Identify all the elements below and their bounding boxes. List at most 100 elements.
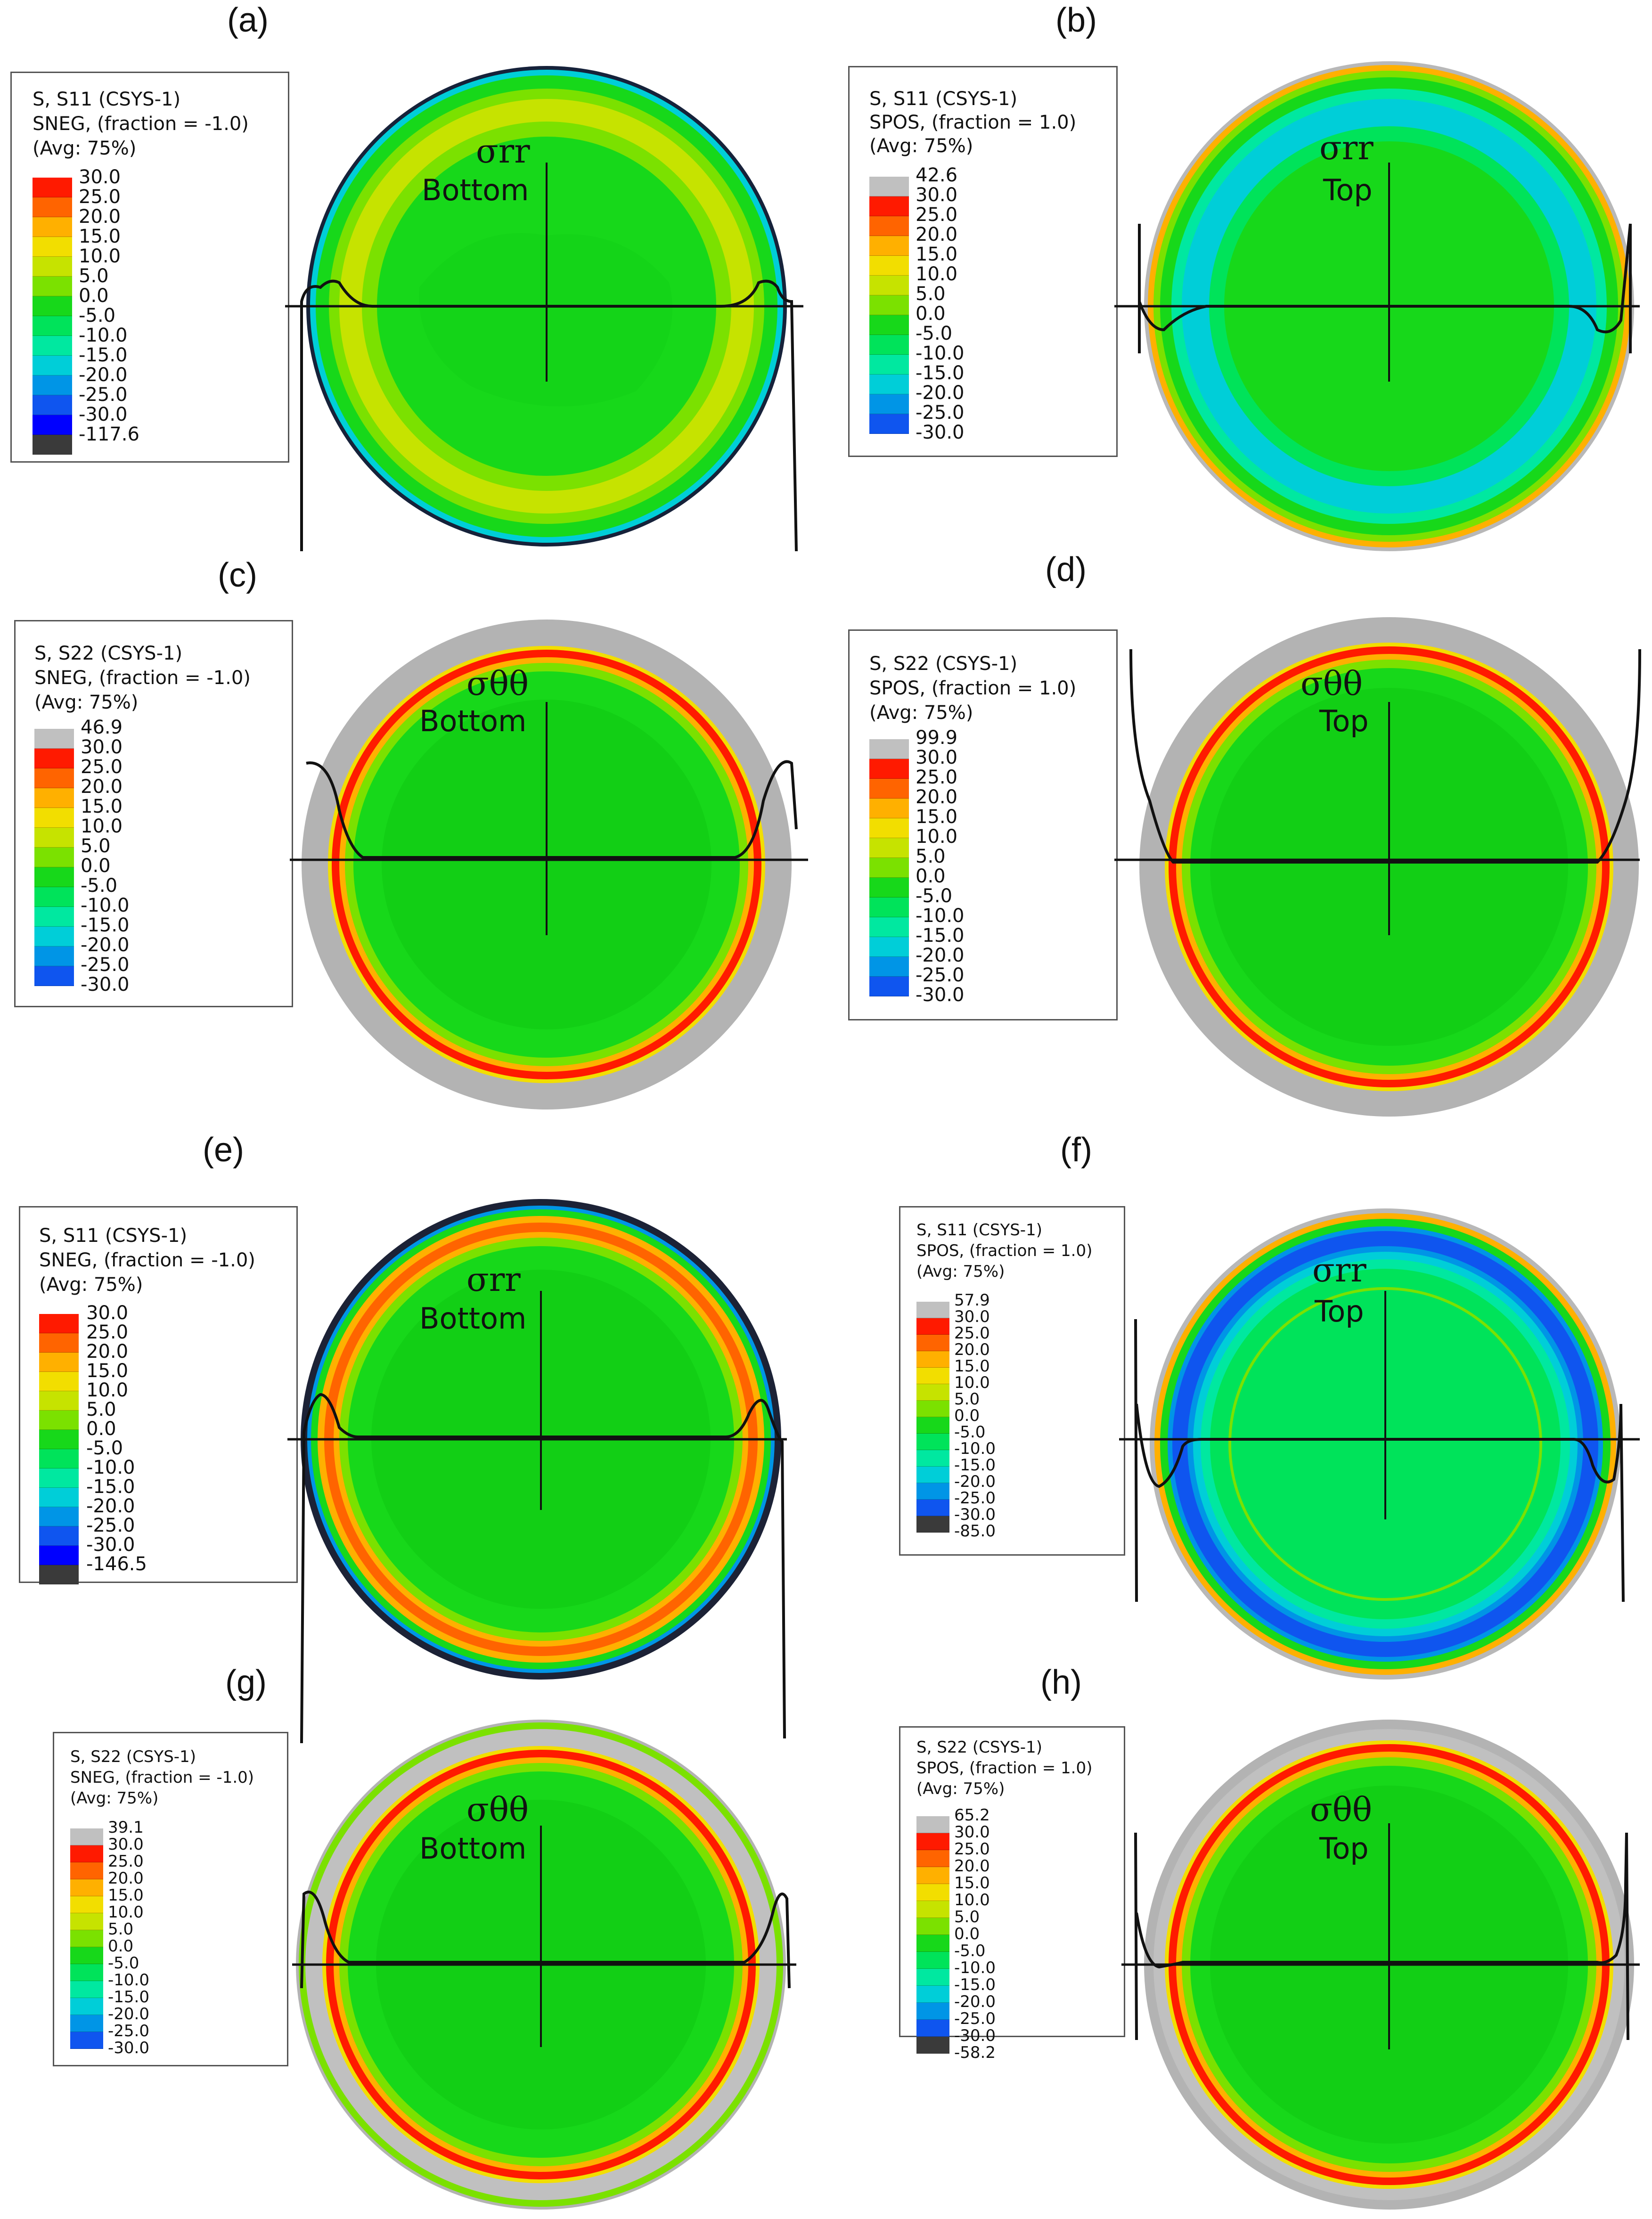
legend-value: 57.9: [954, 1291, 990, 1310]
legend-swatch: [869, 937, 909, 957]
legend-swatch: [39, 1314, 79, 1333]
legend-value: -5.0: [916, 323, 953, 344]
legend-value: -5.0: [79, 305, 116, 326]
legend-subtitle: SPOS, (fraction = 1.0): [869, 677, 1077, 699]
legend-swatch: [33, 435, 72, 455]
legend-value: -25.0: [86, 1515, 135, 1536]
legend-swatch: [916, 1417, 949, 1434]
legend-swatch: [39, 1353, 79, 1372]
legend-value: -20.0: [954, 1472, 996, 1491]
legend-value: 10.0: [954, 1891, 990, 1909]
legend-value: 99.9: [916, 727, 958, 749]
legend-value: 0.0: [954, 1406, 980, 1425]
legend-value: 10.0: [81, 816, 123, 837]
legend-swatch: [869, 236, 909, 256]
legend-swatch: [869, 878, 909, 897]
legend-value: -146.5: [86, 1553, 147, 1575]
legend-labels: 39.1 30.0 25.0 20.0 15.0 10.0 5.0 0.0 -5…: [108, 1819, 149, 2056]
legend-title: S, S22 (CSYS-1): [916, 1738, 1042, 1757]
legend-swatches: [869, 177, 909, 434]
legend-value: 5.0: [108, 1920, 134, 1939]
legend-swatch: [916, 1450, 949, 1467]
legend-value: -15.0: [954, 1456, 996, 1475]
legend-value: 10.0: [916, 826, 958, 848]
legend-swatch: [34, 946, 74, 966]
legend-swatches: [33, 178, 72, 455]
legend-swatch: [869, 394, 909, 414]
legend-value: -30.0: [86, 1534, 135, 1556]
panel-letter-d: (d): [1045, 551, 1087, 588]
legend-title: S, S11 (CSYS-1): [916, 1221, 1042, 1240]
legend-value: 0.0: [81, 855, 111, 877]
legend-value: 10.0: [86, 1379, 129, 1401]
legend-swatch: [916, 1969, 949, 1986]
legend-a: S, S11 (CSYS-1) SNEG, (fraction = -1.0) …: [10, 72, 289, 463]
legend-swatch: [869, 818, 909, 838]
legend-value: -10.0: [954, 1439, 996, 1458]
legend-averaging: (Avg: 75%): [869, 702, 973, 724]
legend-labels: 65.2 30.0 25.0 20.0 15.0 10.0 5.0 0.0 -5…: [954, 1807, 996, 2061]
legend-value: 30.0: [108, 1835, 144, 1854]
stress-annotation: σθθ: [1300, 664, 1363, 703]
legend-swatch: [869, 917, 909, 937]
legend-value: -10.0: [916, 905, 965, 927]
surface-label: Bottom: [422, 173, 529, 207]
legend-swatch: [916, 1384, 949, 1401]
legend-value: 0.0: [916, 865, 946, 887]
legend-swatch: [869, 759, 909, 779]
legend-value: -15.0: [916, 925, 965, 946]
legend-swatch: [916, 1335, 949, 1351]
surface-label: Top: [1323, 173, 1373, 207]
legend-swatch: [916, 1467, 949, 1483]
legend-value: -25.0: [954, 2009, 996, 2028]
legend-value: -10.0: [81, 895, 130, 916]
legend-swatch: [33, 197, 72, 217]
legend-swatch: [916, 2003, 949, 2020]
legend-subtitle: SPOS, (fraction = 1.0): [916, 1759, 1093, 1778]
legend-e: S, S11 (CSYS-1) SNEG, (fraction = -1.0) …: [19, 1206, 298, 1584]
legend-value: -10.0: [108, 1971, 149, 1990]
legend-swatch: [869, 977, 909, 996]
legend-swatch: [34, 729, 74, 749]
legend-value: -15.0: [108, 1988, 149, 2007]
legend-swatch: [916, 1833, 949, 1850]
legend-value: 20.0: [86, 1341, 129, 1362]
legend-swatch: [33, 415, 72, 435]
legend-value: 15.0: [916, 244, 958, 265]
legend-swatch: [39, 1391, 79, 1411]
legend-value: -5.0: [954, 1423, 986, 1442]
legend-swatch: [70, 1845, 103, 1862]
contour-plot-c: σθθ Bottom: [290, 620, 808, 1110]
legend-value: -15.0: [916, 362, 965, 384]
legend-swatch: [39, 1488, 79, 1507]
legend-swatch: [70, 1879, 103, 1896]
legend-swatch: [33, 257, 72, 277]
legend-swatch: [916, 1434, 949, 1450]
legend-swatch: [869, 276, 909, 295]
legend-value: 20.0: [916, 224, 958, 245]
legend-value: 20.0: [79, 206, 121, 228]
legend-swatch: [70, 1913, 103, 1930]
legend-value: -20.0: [86, 1495, 135, 1517]
legend-value: -20.0: [81, 934, 130, 956]
legend-swatch: [34, 788, 74, 808]
legend-swatch: [869, 838, 909, 858]
contour-plot-g: σθθ Bottom: [292, 1720, 796, 2210]
legend-value: 15.0: [79, 226, 121, 247]
legend-swatch: [916, 1986, 949, 2003]
legend-value: -30.0: [79, 404, 128, 425]
legend-value: 20.0: [108, 1869, 144, 1888]
legend-swatch: [916, 1850, 949, 1867]
legend-value: -10.0: [954, 1958, 996, 1977]
legend-swatch: [34, 907, 74, 927]
legend-value: -30.0: [916, 422, 965, 443]
legend-swatch: [39, 1526, 79, 1546]
legend-h: S, S22 (CSYS-1) SPOS, (fraction = 1.0) (…: [899, 1726, 1125, 2061]
legend-title: S, S22 (CSYS-1): [869, 653, 1018, 675]
legend-value: 39.1: [108, 1818, 144, 1837]
panel-letter-e: (e): [203, 1131, 244, 1169]
legend-averaging: (Avg: 75%): [33, 138, 137, 159]
legend-swatch: [916, 1952, 949, 1969]
legend-value: -5.0: [108, 1954, 139, 1973]
legend-swatch: [39, 1565, 79, 1584]
